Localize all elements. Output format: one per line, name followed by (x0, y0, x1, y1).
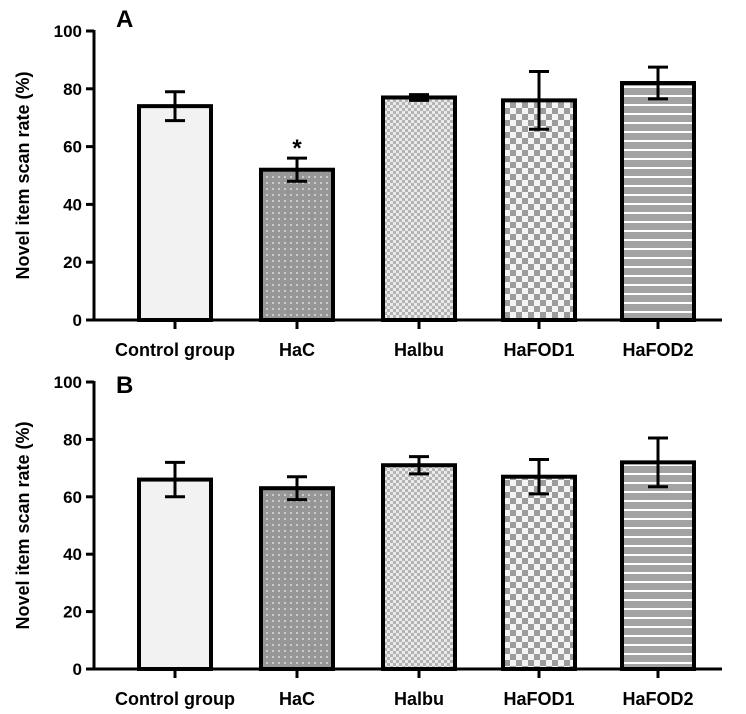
pa-bar-halbu (381, 95, 457, 322)
pb-error-bar (529, 457, 549, 496)
pb-error-bar (287, 475, 307, 502)
pb-bar-halbu (381, 463, 457, 672)
pa-error-bar (648, 65, 668, 101)
pa-error-bar (165, 90, 185, 123)
pb-y-tick-label: 20 (63, 603, 82, 622)
pa-significance-marker: * (292, 135, 302, 162)
pa-y-axis-title: Novel item scan rate (%) (13, 71, 33, 279)
pa-category-label: Halbu (394, 340, 444, 360)
pb-category-label: Control group (115, 689, 235, 709)
pb-error-bar (409, 455, 429, 476)
pa-y-tick-label: 60 (63, 138, 82, 157)
pa-category-label: HaFOD1 (503, 340, 574, 360)
pb-category-label: HaC (279, 689, 315, 709)
pb-y-axis-title: Novel item scan rate (%) (13, 421, 33, 629)
pa-category-label: HaFOD2 (622, 340, 693, 360)
pb-bar-hafod2 (620, 460, 696, 671)
pa-y-tick-label: 100 (54, 22, 82, 41)
pb-y-tick-label: 60 (63, 488, 82, 507)
pa-bar-control-group (137, 104, 213, 322)
pb-y-tick-label: 80 (63, 430, 82, 449)
pb-bar-control-group (137, 477, 213, 671)
pa-bar-hafod1 (501, 98, 577, 322)
pb-category-label: Halbu (394, 689, 444, 709)
pa-bar-hac (259, 167, 335, 322)
pa-y-tick-label: 40 (63, 195, 82, 214)
panel-b-chart: 0 20 40 60 80 100 Novel item scan rate (%) B Con… (13, 372, 722, 709)
pa-error-bar (529, 69, 549, 131)
pa-y-tick-label: 20 (63, 253, 82, 272)
pa-error-bar (409, 93, 429, 102)
pa-y-tick-label: 80 (63, 80, 82, 99)
pb-error-bar (165, 460, 185, 499)
pa-bar-hafod2 (620, 81, 696, 322)
pa-error-bar (287, 156, 307, 183)
pa-category-label: HaC (279, 340, 315, 360)
pb-category-label: HaFOD1 (503, 689, 574, 709)
pb-bar-hafod1 (501, 474, 577, 671)
panel-a-chart: 0 20 40 60 80 100 Novel item scan rate (%) A Con… (13, 6, 722, 360)
pb-category-label: HaFOD2 (622, 689, 693, 709)
pb-bar-hac (259, 486, 335, 671)
pa-category-label: Control group (115, 340, 235, 360)
pa-panel-label: A (116, 6, 133, 33)
pa-y-tick-label: 0 (73, 311, 82, 330)
pb-y-tick-label: 100 (54, 373, 82, 392)
pb-error-bar (648, 436, 668, 489)
pb-y-tick-label: 0 (73, 660, 82, 679)
pb-y-tick-label: 40 (63, 545, 82, 564)
pb-panel-label: B (116, 372, 133, 399)
